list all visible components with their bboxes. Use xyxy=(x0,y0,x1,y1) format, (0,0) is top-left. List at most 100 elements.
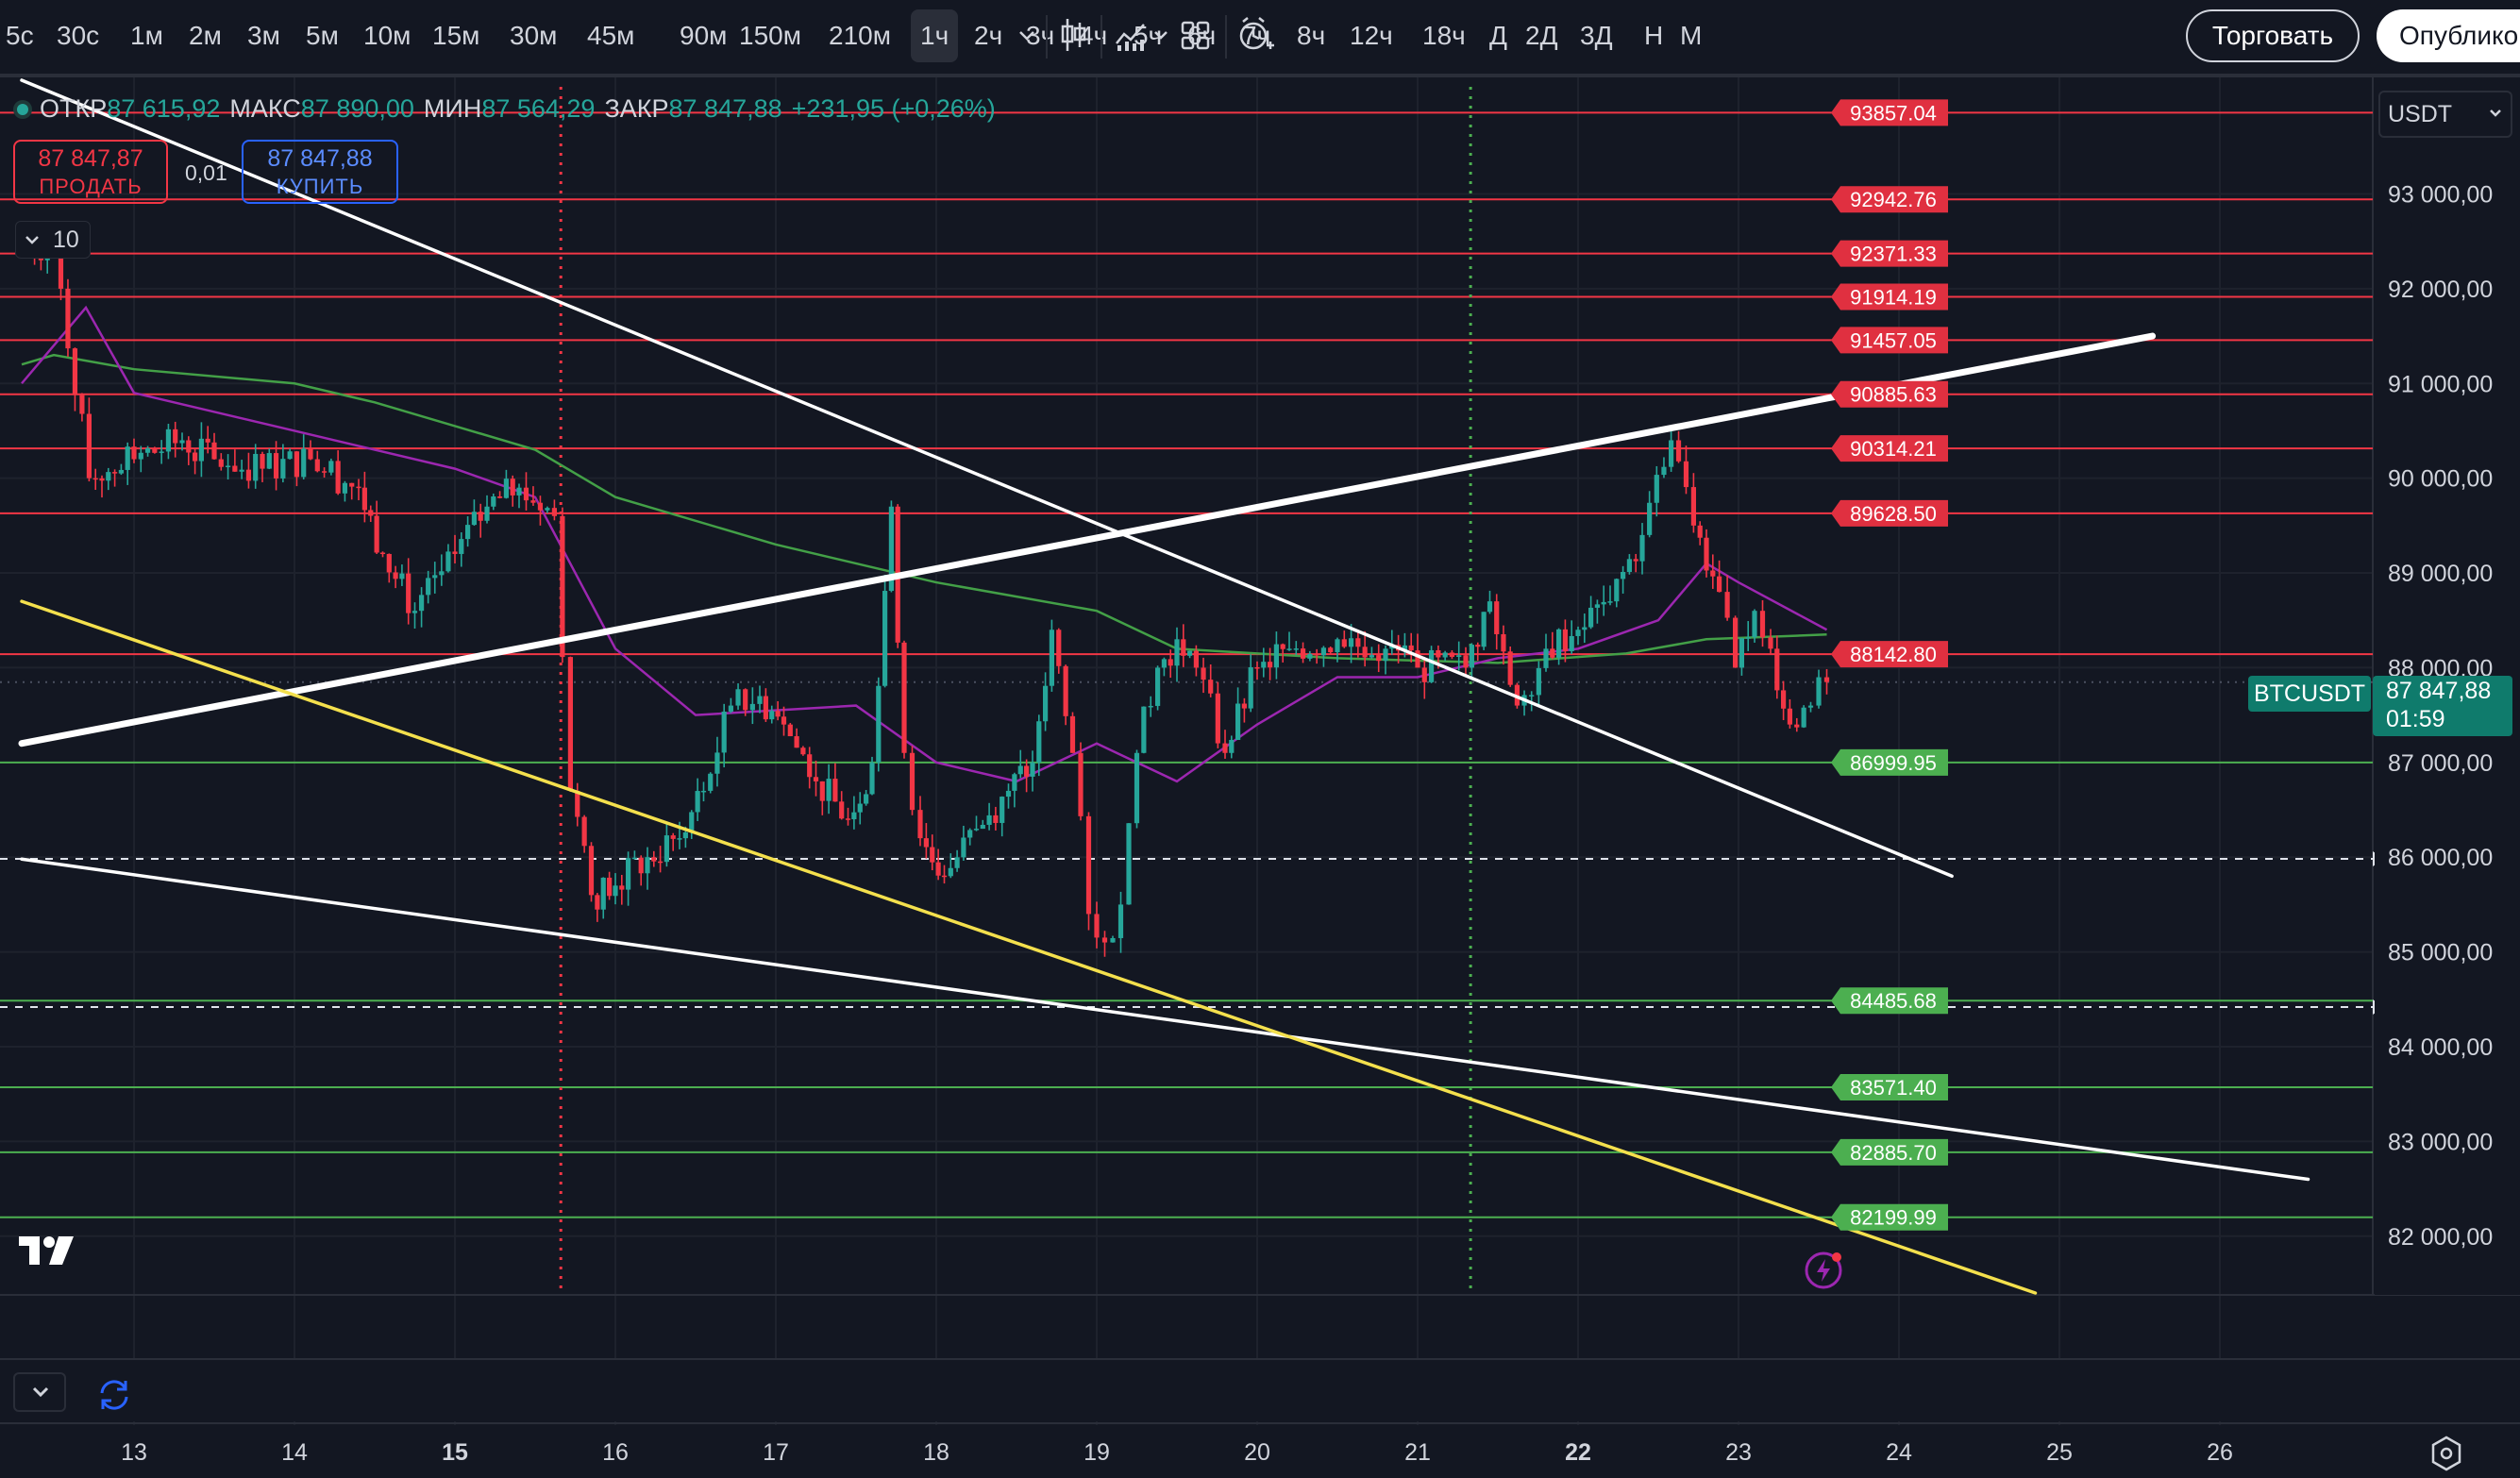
candle-body xyxy=(58,241,64,289)
tradingview-logo-icon[interactable] xyxy=(17,1234,79,1271)
candle-body xyxy=(1078,752,1084,816)
candle-body xyxy=(670,835,676,839)
candle-body xyxy=(664,835,669,863)
candle-body xyxy=(1155,667,1161,706)
timeframe-3Д[interactable]: 3Д xyxy=(1580,21,1613,50)
candle-body xyxy=(152,447,158,453)
candle-body xyxy=(1569,635,1574,651)
candle-body xyxy=(888,506,894,592)
currency-value: USDT xyxy=(2388,101,2453,127)
candle-body xyxy=(314,459,320,472)
candle-body xyxy=(516,487,522,495)
timeframe-15м[interactable]: 15м xyxy=(432,21,480,50)
ohlc-legend: ОТКР87 615,92 МАКС87 890,00 МИН87 564,29 ЗА… xyxy=(9,94,1005,124)
timeframe-150м[interactable]: 150м xyxy=(739,21,801,50)
timeframe-Д[interactable]: Д xyxy=(1489,21,1507,50)
candle-body xyxy=(845,818,851,820)
candle-body xyxy=(308,448,313,460)
timeframe-М[interactable]: М xyxy=(1680,21,1703,50)
bottom-panel xyxy=(0,1359,2520,1421)
chevron-down-icon xyxy=(30,1384,51,1405)
candle-body xyxy=(1161,659,1167,668)
spread-value: 0,01 xyxy=(185,160,227,185)
trend-line[interactable] xyxy=(20,78,1954,879)
layout-icon[interactable] xyxy=(1180,13,1212,61)
candle-body xyxy=(439,571,445,576)
candle-body xyxy=(735,689,741,706)
candle-body xyxy=(1085,815,1092,915)
chevron-down-icon[interactable] xyxy=(1014,13,1040,61)
timeframe-90м[interactable]: 90м xyxy=(680,21,728,50)
candle-body xyxy=(260,453,265,469)
timeframe-5м[interactable]: 5м xyxy=(306,21,339,50)
candle-body xyxy=(1408,645,1414,651)
candle-body xyxy=(335,461,341,494)
trend-line[interactable] xyxy=(20,857,2310,1182)
timeframe-8ч[interactable]: 8ч xyxy=(1297,21,1326,50)
trend-line[interactable] xyxy=(18,332,2157,747)
candles-icon[interactable] xyxy=(1059,13,1087,61)
candle-body xyxy=(294,451,300,478)
buy-button[interactable]: 87 847,88 КУПИТЬ xyxy=(242,140,398,204)
candle-body xyxy=(86,413,92,479)
candle-body xyxy=(1181,639,1186,656)
candle-body xyxy=(426,578,431,596)
sell-button[interactable]: 87 847,87 ПРОДАТЬ xyxy=(13,140,168,204)
currency-select[interactable]: USDT xyxy=(2378,91,2512,138)
timeframe-10м[interactable]: 10м xyxy=(363,21,412,50)
candle-body xyxy=(1030,762,1035,777)
level-label: 86999.95 xyxy=(1850,751,1937,775)
timeframe-12ч[interactable]: 12ч xyxy=(1350,21,1393,50)
alert-icon[interactable] xyxy=(1235,13,1276,61)
trend-line[interactable] xyxy=(20,599,2038,1295)
ma-slow-line xyxy=(21,353,1827,664)
lightning-icon[interactable] xyxy=(1803,1248,1846,1296)
candle-body xyxy=(1550,648,1555,658)
chevron-down-icon[interactable] xyxy=(1150,13,1172,61)
chart-background xyxy=(0,77,2520,1478)
level-label-bg xyxy=(1831,1203,1948,1231)
indicators-toggle[interactable]: 10 xyxy=(15,221,91,259)
publish-button[interactable]: Опубликовать xyxy=(2377,9,2520,62)
candle-body xyxy=(386,553,392,573)
timeframe-210м[interactable]: 210м xyxy=(829,21,891,50)
timeframe-2Д[interactable]: 2Д xyxy=(1525,21,1558,50)
candle-body xyxy=(1781,690,1787,709)
candle-body xyxy=(1801,707,1806,728)
trade-button[interactable]: Торговать xyxy=(2186,9,2360,62)
timeframe-30м[interactable]: 30м xyxy=(510,21,558,50)
timeframe-1м[interactable]: 1м xyxy=(130,21,163,50)
candle-body xyxy=(374,515,379,553)
candle-body xyxy=(1661,466,1667,476)
candle-body xyxy=(1588,607,1594,628)
timeframe-18ч[interactable]: 18ч xyxy=(1422,21,1466,50)
collapse-panel-button[interactable] xyxy=(13,1372,66,1412)
timeframe-1ч[interactable]: 1ч xyxy=(911,9,959,62)
timeframe-30с[interactable]: 30с xyxy=(57,21,100,50)
indicators-icon[interactable] xyxy=(1114,13,1148,61)
level-label: 92371.33 xyxy=(1850,243,1937,266)
candle-body xyxy=(839,801,845,819)
candle-body xyxy=(700,790,707,793)
candle-body xyxy=(1794,724,1800,728)
candle-body xyxy=(106,472,111,481)
candle-body xyxy=(1402,645,1407,651)
candle-body xyxy=(1383,648,1388,662)
price-tick-label: 93 000,00 xyxy=(2388,181,2493,208)
replay-icon[interactable] xyxy=(94,1376,134,1419)
candle-body xyxy=(1475,645,1481,647)
settings-icon[interactable] xyxy=(2428,1435,2465,1477)
candle-body xyxy=(1536,667,1541,696)
candle-body xyxy=(503,479,509,498)
candle-body xyxy=(1134,752,1140,824)
candle-body xyxy=(186,440,192,453)
timeframe-3м[interactable]: 3м xyxy=(247,21,280,50)
timeframe-2м[interactable]: 2м xyxy=(189,21,222,50)
timeframe-5с[interactable]: 5с xyxy=(6,21,34,50)
change-value: +231,95 (+0,26%) xyxy=(791,94,996,123)
time-tick-label: 15 xyxy=(442,1439,468,1466)
timeframe-45м[interactable]: 45м xyxy=(587,21,635,50)
timeframe-Н[interactable]: Н xyxy=(1644,21,1664,50)
timeframe-2ч[interactable]: 2ч xyxy=(974,21,1003,50)
